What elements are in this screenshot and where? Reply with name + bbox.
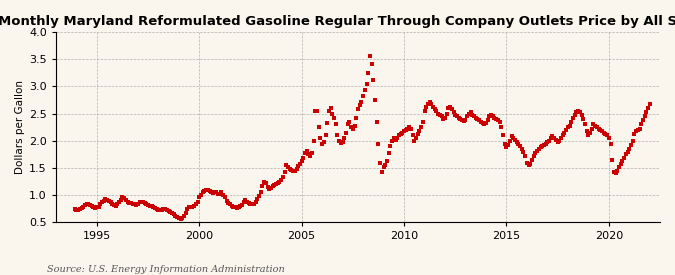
Text: Source: U.S. Energy Information Administration: Source: U.S. Energy Information Administ… [47, 265, 285, 274]
Y-axis label: Dollars per Gallon: Dollars per Gallon [15, 80, 25, 174]
Title: Monthly Maryland Reformulated Gasoline Regular Through Company Outlets Price by : Monthly Maryland Reformulated Gasoline R… [0, 15, 675, 28]
